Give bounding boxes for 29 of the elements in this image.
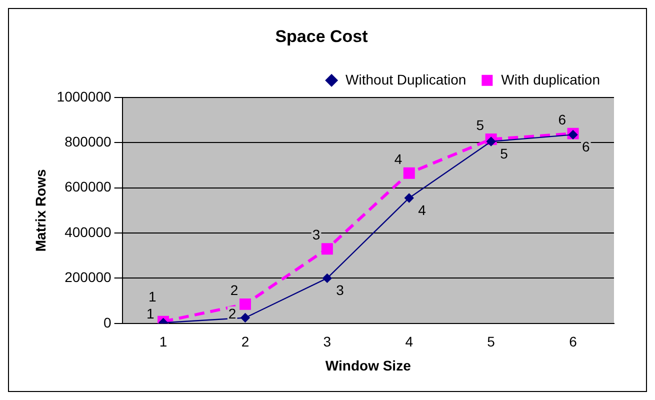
x-tick-label: 4 — [405, 334, 414, 350]
y-tick-label: 600000 — [64, 178, 112, 195]
annotation: 1 — [146, 305, 154, 322]
legend-label: With duplication — [501, 71, 600, 88]
y-tick-label: 0 — [104, 314, 112, 330]
annotation: 6 — [558, 111, 566, 128]
y-tick-label: 200000 — [64, 269, 112, 286]
annotation: 2 — [228, 305, 236, 322]
annotation: 3 — [312, 226, 320, 243]
x-tick-label: 3 — [323, 334, 332, 350]
x-tick-label: 2 — [241, 334, 250, 350]
y-tick-label: 1000000 — [56, 88, 112, 104]
y-tick-label: 400000 — [64, 224, 112, 240]
x-tick-label: 5 — [487, 334, 496, 350]
annotation: 4 — [418, 202, 426, 218]
x-tick-label: 6 — [569, 334, 578, 350]
x-axis-title: Window Size — [325, 357, 412, 374]
annotation: 3 — [336, 282, 344, 298]
annotation: 2 — [230, 282, 238, 298]
legend-label: Without Duplication — [346, 71, 466, 88]
annotation: 5 — [476, 117, 484, 134]
x-tick-label: 1 — [159, 334, 168, 350]
y-axis-title: Matrix Rows — [32, 168, 48, 252]
annotation: 6 — [582, 138, 590, 155]
annotation: 1 — [148, 288, 156, 304]
chart-title: Space Cost — [275, 26, 368, 46]
annotation: 5 — [500, 145, 508, 162]
y-tick-label: 800000 — [64, 133, 112, 150]
annotation: 4 — [394, 150, 402, 167]
